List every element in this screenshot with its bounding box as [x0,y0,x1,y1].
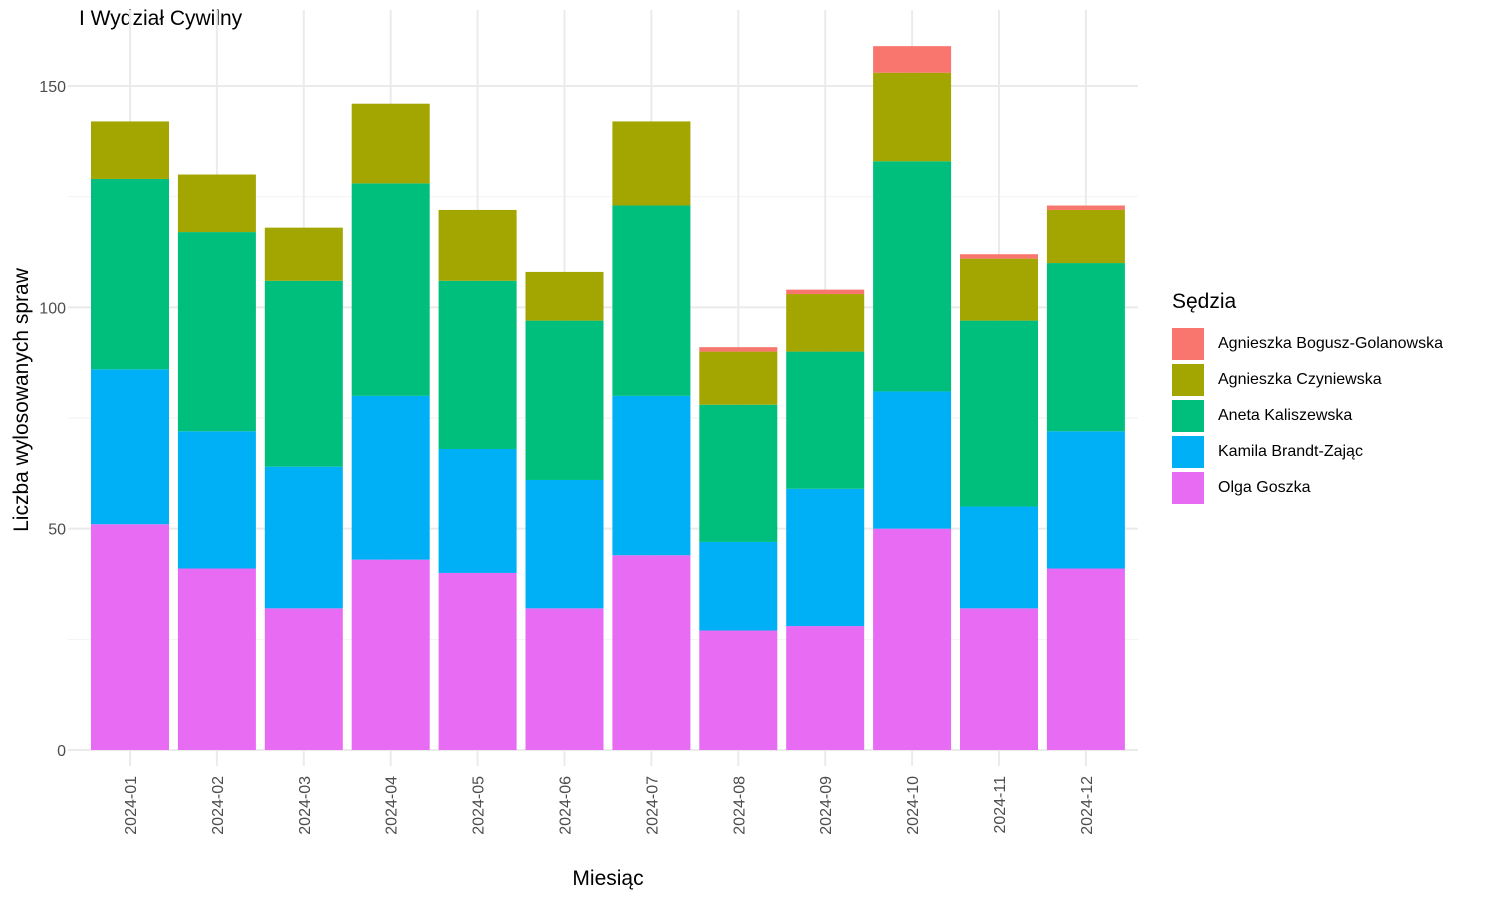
legend: Sędzia Agnieszka Bogusz-Golanowska Agnies… [1172,290,1443,506]
bar-segment [786,626,865,750]
legend-swatch [1172,328,1204,360]
bar-segment [786,289,865,295]
bar-segment [438,448,517,573]
x-tick-label: 2024-12 [1079,776,1096,835]
bar-segment [525,608,604,750]
bar-segment [1046,205,1125,210]
legend-label: Aneta Kaliszewska [1218,407,1353,424]
bar-segment [873,391,952,529]
bar-segment [91,524,169,750]
bar-segment [177,174,256,233]
x-axis-label: Miesiąc [572,867,643,890]
bar-segment [351,559,430,750]
bar-segment [264,280,343,467]
bar-segment [177,431,256,569]
x-tick-label: 2024-09 [818,776,835,835]
legend-swatch [1172,436,1204,468]
x-tick-label: 2024-01 [123,776,140,835]
x-tick-label: 2024-04 [384,776,401,835]
x-tick-label: 2024-03 [297,776,314,835]
bar-segment [264,466,343,609]
bar-segment [699,404,778,542]
bar-segment [91,178,169,370]
y-tick-labels: 0 50 100 150 [39,79,66,760]
bar-segment [960,608,1038,750]
legend-label: Agnieszka Bogusz-Golanowska [1218,335,1444,352]
y-tick-label: 150 [39,79,66,96]
legend-label: Olga Goszka [1218,479,1311,496]
bar-segment [612,555,691,750]
y-tick-label: 50 [48,522,66,539]
bar-segment [525,479,604,609]
x-tick-label: 2024-05 [471,776,488,835]
legend-swatch [1172,472,1204,504]
legend-title: Sędzia [1172,290,1237,313]
y-tick-label: 100 [39,300,66,317]
bar-segment [438,280,517,449]
bar-segment [438,209,517,281]
legend-item: Aneta Kaliszewska [1172,398,1443,434]
x-tick-label: 2024-10 [905,776,922,835]
bar-segment [264,608,343,750]
bar-segment [873,528,952,750]
bar-segment [786,294,865,352]
bar-segment [699,630,778,750]
x-tick-label: 2024-02 [210,776,227,835]
bar-segment [351,103,430,184]
legend-item: Olga Goszka [1172,470,1443,506]
bar-segment [438,572,517,750]
bar-segment [960,320,1038,507]
bar-segment [1046,431,1125,569]
y-axis-label: Liczba wylosowanych spraw [10,267,33,532]
bar-segment [1046,568,1125,750]
bar-segment [960,506,1038,609]
bar-segment [91,121,169,179]
x-tick-label: 2024-08 [731,776,748,835]
bar-segment [264,227,343,281]
bar-segment [351,183,430,396]
x-tick-label: 2024-06 [558,776,575,835]
bar-segment [873,72,952,162]
chart-title: I Wydział Cywilny [79,7,243,30]
x-tick-label: 2024-07 [644,776,661,835]
bar-segment [612,205,691,396]
x-tick-labels: 2024-01 2024-02 2024-03 2024-04 2024-05 2024-… [123,776,1096,835]
bar-segment [699,351,778,405]
legend-item: Kamila Brandt-Zając [1172,434,1443,470]
bar-segment [177,232,256,432]
legend-label: Kamila Brandt-Zając [1218,443,1363,460]
bar-segment [873,46,952,73]
bar-segment [699,347,778,352]
bar-segment [786,488,865,627]
bar-segment [786,351,865,489]
bar-segment [960,258,1038,321]
bar-segment [525,271,604,321]
bar-segment [91,369,169,525]
bar-segment [612,395,691,556]
bar-segment [960,254,1038,259]
bar-segment [612,121,691,206]
legend-item: Agnieszka Czyniewska [1172,362,1443,398]
legend-swatch [1172,364,1204,396]
y-tick-label: 0 [57,743,66,760]
bar-segment [1046,209,1125,264]
x-tick-label: 2024-11 [992,776,1009,834]
legend-item: Agnieszka Bogusz-Golanowska [1172,326,1443,362]
legend-swatch [1172,400,1204,432]
bar-segment [525,320,604,480]
bar-segment [1046,263,1125,432]
bar-segment [351,395,430,560]
bar-segment [873,161,952,392]
bar-segment [177,568,256,750]
bar-segment [699,541,778,631]
bars [91,46,1125,750]
legend-label: Agnieszka Czyniewska [1218,371,1382,388]
